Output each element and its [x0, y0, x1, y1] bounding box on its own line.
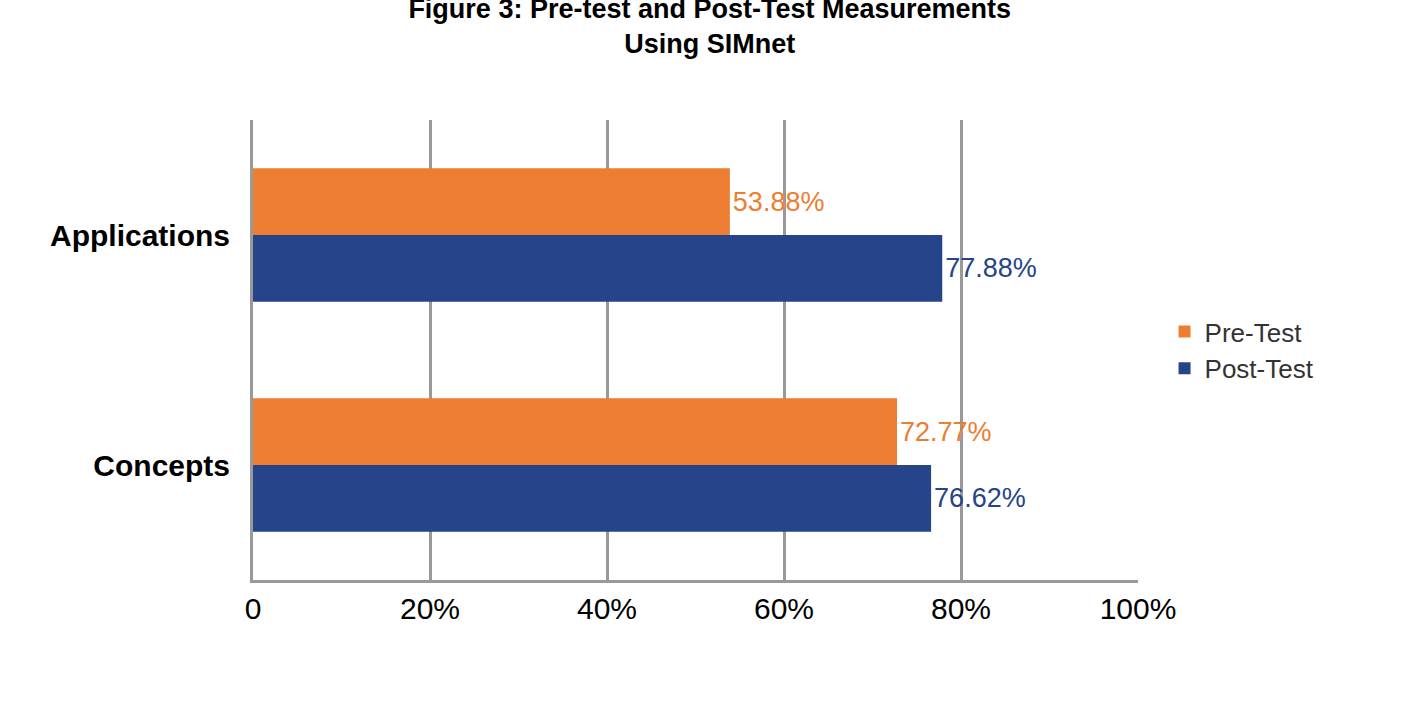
svg-text:80%: 80%	[931, 592, 991, 625]
svg-text:100%: 100%	[1100, 592, 1177, 625]
svg-text:Applications: Applications	[50, 219, 230, 252]
svg-text:76.62%: 76.62%	[934, 483, 1026, 513]
svg-text:40%: 40%	[577, 592, 637, 625]
svg-text:60%: 60%	[754, 592, 814, 625]
svg-text:0: 0	[245, 592, 262, 625]
svg-text:20%: 20%	[400, 592, 460, 625]
svg-text:53.88%: 53.88%	[733, 187, 825, 217]
svg-text:Pre-Test: Pre-Test	[1205, 318, 1303, 348]
svg-text:Post-Test: Post-Test	[1205, 354, 1314, 384]
svg-text:77.88%: 77.88%	[945, 253, 1037, 283]
svg-text:Figure 3: Pre-test and Post-Te: Figure 3: Pre-test and Post-Test Measure…	[408, 0, 1011, 59]
svg-text:72.77%: 72.77%	[900, 417, 992, 447]
svg-text:Concepts: Concepts	[93, 449, 230, 482]
